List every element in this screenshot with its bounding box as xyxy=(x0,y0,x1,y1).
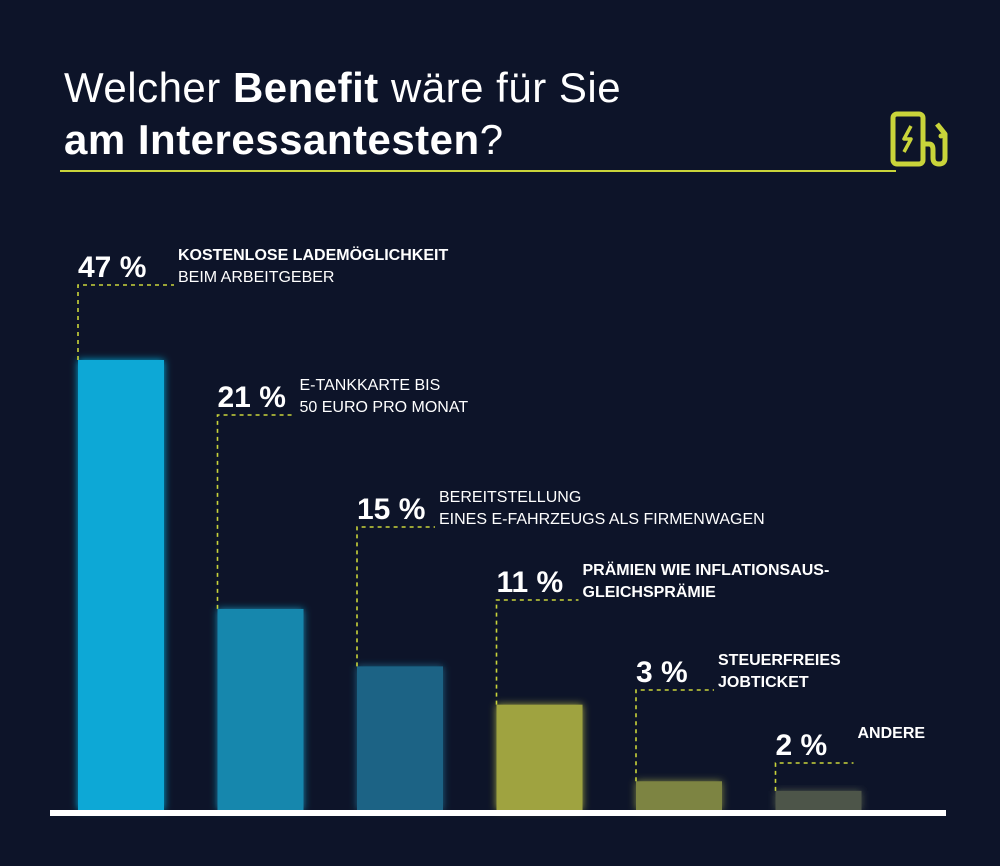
category-label-line-1: STEUERFREIES xyxy=(718,652,841,669)
value-label: 3 % xyxy=(636,656,688,689)
connector-line xyxy=(216,414,296,609)
chart-title: Welcher Benefit wäre für Sie am Interess… xyxy=(64,62,621,166)
category-label-line-2: 50 EURO PRO MONAT xyxy=(300,399,469,416)
ev-charging-station-icon xyxy=(890,111,948,167)
category-label-line-1: PRÄMIEN WIE INFLATIONSAUS- xyxy=(583,561,830,579)
category-label-line-2: GLEICHSPRÄMIE xyxy=(583,583,717,601)
value-label: 47 % xyxy=(78,251,146,284)
title-underline xyxy=(60,170,896,172)
value-label: 2 % xyxy=(776,729,828,762)
bar-1 xyxy=(78,360,164,810)
category-label-line-1: BEREITSTELLUNG xyxy=(439,489,581,506)
category-label-line-1: ANDERE xyxy=(858,725,926,742)
title-line-2: am Interessantesten? xyxy=(64,116,504,163)
connector-line xyxy=(635,689,714,782)
connector-line xyxy=(77,284,174,360)
title-line-1: Welcher Benefit wäre für Sie xyxy=(64,64,622,111)
bar-5 xyxy=(636,781,722,810)
bar-2 xyxy=(217,608,304,810)
connector-line xyxy=(495,599,579,705)
connector-line xyxy=(774,762,854,791)
connector-line xyxy=(356,526,435,667)
category-label-line-2: JOBTICKET xyxy=(718,674,809,691)
value-label: 11 % xyxy=(497,566,564,599)
category-label-line-1: E-TANKKARTE BIS xyxy=(300,377,441,394)
bar-3 xyxy=(357,666,443,810)
category-label-line-2: BEIM ARBEITGEBER xyxy=(178,269,334,286)
category-label-line-1: KOSTENLOSE LADEMÖGLICHKEIT xyxy=(178,245,448,264)
bar-4 xyxy=(496,704,583,810)
category-label-line-2: EINES E-FAHRZEUGS ALS FIRMENWAGEN xyxy=(439,511,765,528)
baseline xyxy=(50,810,946,816)
value-label: 21 % xyxy=(218,381,286,414)
value-label: 15 % xyxy=(357,493,425,526)
bar-6 xyxy=(775,790,862,810)
